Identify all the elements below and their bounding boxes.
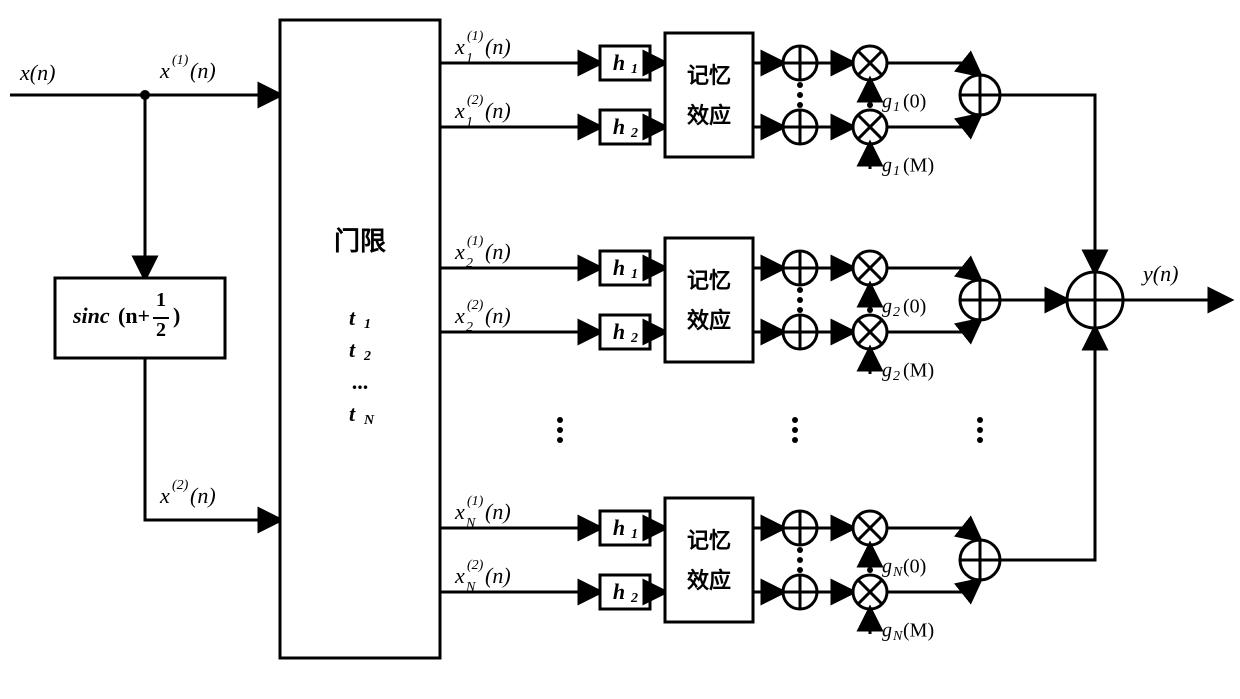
svg-text:h: h (613, 515, 625, 540)
svg-text:1: 1 (631, 62, 638, 77)
svg-text:效应: 效应 (687, 103, 731, 128)
svg-text:g: g (882, 155, 892, 177)
svg-text:1: 1 (893, 164, 900, 179)
svg-text:N: N (892, 629, 903, 644)
svg-text:(n): (n) (485, 239, 511, 264)
svg-text:(0): (0) (903, 91, 926, 113)
svg-text:(1): (1) (467, 29, 484, 44)
svg-text:t: t (349, 337, 356, 362)
svg-text:(n): (n) (485, 563, 511, 588)
svg-text:2: 2 (156, 319, 166, 341)
svg-text:(2): (2) (467, 93, 484, 108)
svg-text:(1): (1) (172, 53, 189, 68)
svg-text:h: h (613, 114, 625, 139)
svg-text:(1): (1) (467, 494, 484, 509)
svg-text:g: g (882, 296, 892, 318)
svg-text:(n): (n) (190, 58, 216, 83)
svg-text:2: 2 (893, 305, 900, 320)
svg-text:x: x (454, 499, 465, 524)
svg-text:(0): (0) (903, 296, 926, 318)
svg-text:(1): (1) (467, 234, 484, 249)
svg-text:1: 1 (893, 100, 900, 115)
svg-text:1: 1 (466, 115, 473, 130)
svg-text:h: h (613, 255, 625, 280)
svg-text:x: x (159, 483, 170, 508)
svg-text:N: N (892, 565, 903, 580)
svg-text:x: x (454, 239, 465, 264)
svg-text:2: 2 (466, 320, 473, 335)
svg-text:): ) (173, 303, 180, 328)
branch-x: x(2) 2 (n) (454, 298, 511, 335)
branch-x: x(1) N (n) (454, 494, 511, 531)
svg-text:1: 1 (631, 267, 638, 282)
svg-text:记忆: 记忆 (687, 63, 731, 88)
svg-text:x: x (454, 563, 465, 588)
svg-text:1: 1 (466, 51, 473, 66)
svg-text:t: t (349, 305, 356, 330)
svg-text:x: x (454, 303, 465, 328)
svg-text:(n): (n) (485, 98, 511, 123)
svg-text:2: 2 (893, 369, 900, 384)
svg-text:N: N (465, 580, 476, 595)
svg-text:h: h (613, 319, 625, 344)
svg-text:...: ... (352, 369, 369, 394)
label-output: y(n) (1141, 261, 1178, 286)
svg-text:2: 2 (630, 591, 638, 606)
gate-title: 门限 (334, 226, 386, 256)
svg-text:g: g (882, 91, 892, 113)
svg-text:2: 2 (630, 331, 638, 346)
svg-text:x: x (454, 98, 465, 123)
svg-text:(M): (M) (903, 620, 934, 642)
label-x2: x(2)(n) (159, 478, 216, 508)
svg-text:(2): (2) (467, 558, 484, 573)
svg-text:(0): (0) (903, 556, 926, 578)
branch-x: x(2) N (n) (454, 558, 511, 595)
svg-text:2: 2 (363, 349, 371, 364)
svg-text:2: 2 (630, 126, 638, 141)
svg-text:(M): (M) (903, 360, 934, 382)
svg-text:g: g (882, 556, 892, 578)
sinc-label: sinc (72, 303, 110, 328)
svg-text:(2): (2) (172, 478, 189, 493)
svg-text:g: g (882, 620, 892, 642)
svg-text:记忆: 记忆 (687, 528, 731, 553)
branch-x: x(2) 1 (n) (454, 93, 511, 130)
svg-text:1: 1 (631, 527, 638, 542)
svg-text:(n+: (n+ (118, 303, 150, 328)
label-input: x(n) (19, 60, 55, 85)
svg-text:g: g (882, 360, 892, 382)
svg-text:效应: 效应 (687, 308, 731, 333)
svg-text:1: 1 (364, 317, 371, 332)
svg-text:(M): (M) (903, 155, 934, 177)
svg-text:(n): (n) (485, 34, 511, 59)
svg-text:2: 2 (466, 256, 473, 271)
svg-text:记忆: 记忆 (687, 268, 731, 293)
svg-text:N: N (363, 413, 375, 428)
svg-text:(n): (n) (485, 303, 511, 328)
branch-x: x(1) 2 (n) (454, 234, 511, 271)
svg-text:(n): (n) (485, 499, 511, 524)
svg-text:N: N (465, 516, 476, 531)
svg-text:x: x (454, 34, 465, 59)
svg-text:x: x (159, 58, 170, 83)
svg-text:1: 1 (156, 289, 166, 311)
svg-text:(2): (2) (467, 298, 484, 313)
svg-text:(n): (n) (190, 483, 216, 508)
svg-text:t: t (349, 401, 356, 426)
label-x1: x(1)(n) (159, 53, 216, 83)
svg-text:h: h (613, 579, 625, 604)
svg-text:效应: 效应 (687, 568, 731, 593)
branch-x: x(1) 1 (n) (454, 29, 511, 66)
svg-text:h: h (613, 50, 625, 75)
